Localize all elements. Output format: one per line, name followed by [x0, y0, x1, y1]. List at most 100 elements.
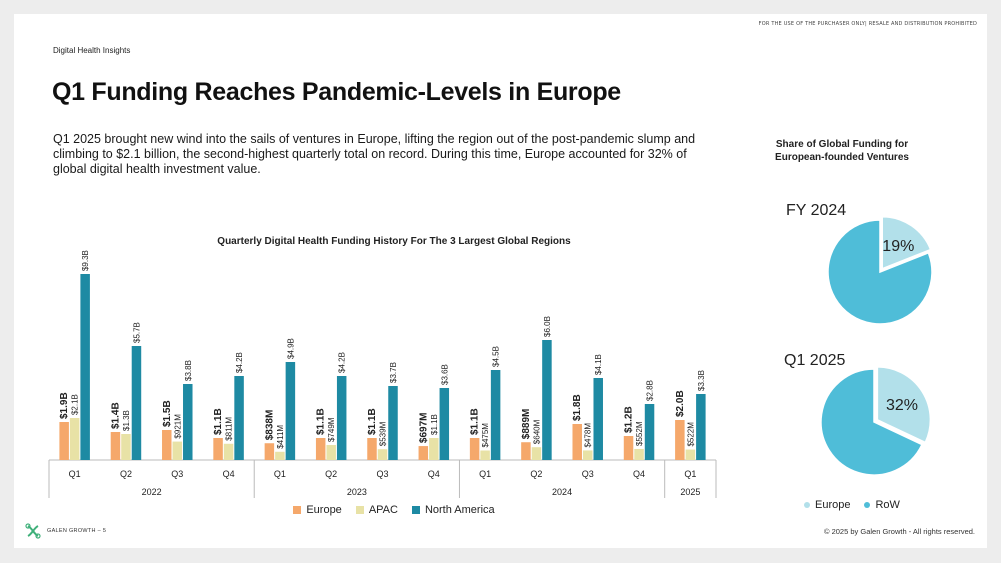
legend-swatch-apac: [355, 506, 364, 514]
data-label: $4.5B: [492, 346, 501, 367]
x-tick-label: Q4: [633, 469, 645, 479]
bar-chart-title: Quarterly Digital Health Funding History…: [217, 236, 571, 247]
x-tick-label: Q4: [428, 469, 440, 479]
legend-label-north-america: North America: [424, 504, 495, 516]
pie-legend-dot-europe: [804, 502, 810, 508]
bar-north-america: [80, 274, 90, 460]
bar-apac: [582, 450, 593, 460]
pie-legend-label-row: RoW: [875, 499, 900, 511]
data-label: $889M: [521, 409, 532, 440]
bar-apac: [480, 450, 490, 460]
pie-slice-row: [827, 219, 933, 325]
bar-apac: [326, 445, 336, 460]
pie-legend-item-row: RoW: [864, 499, 900, 511]
data-label: $4.1B: [594, 354, 603, 375]
bar-north-america: [183, 384, 193, 460]
data-label: $3.7B: [389, 362, 398, 383]
eyebrow-label: Digital Health Insights: [53, 46, 131, 55]
bar-apac: [685, 449, 696, 460]
data-label: $2.8B: [646, 380, 655, 401]
disclaimer: FOR THE USE OF THE PURCHASER ONLY| RESAL…: [758, 21, 977, 27]
year-label: 2022: [142, 487, 162, 497]
legend-swatch-north-america: [411, 506, 420, 514]
copyright: © 2025 by Galen Growth - All rights rese…: [823, 527, 975, 536]
data-label: $3.6B: [440, 364, 449, 385]
pie-legend-label-europe: Europe: [815, 499, 851, 511]
bar-apac: [275, 451, 285, 460]
x-tick-label: Q3: [582, 469, 594, 479]
bar-north-america: [593, 378, 603, 460]
data-label: $2.0B: [675, 390, 686, 417]
data-label: $749M: [327, 417, 336, 442]
x-tick-label: Q1: [274, 469, 286, 479]
bar-apac: [429, 438, 439, 460]
bar-europe: [110, 432, 121, 460]
legend-item-europe: Europe: [293, 504, 342, 516]
bar-north-america: [131, 346, 142, 460]
bar-europe: [418, 446, 429, 460]
legend-label-apac: APAC: [368, 504, 398, 516]
year-label: 2024: [552, 487, 572, 497]
bar-north-america: [542, 340, 552, 460]
data-label: $475M: [481, 423, 490, 448]
bar-apac: [634, 448, 644, 460]
bar-apac: [121, 434, 131, 460]
pie-slice-europe: [881, 215, 932, 270]
data-label: $811M: [225, 417, 234, 441]
bar-north-america: [644, 404, 655, 460]
pie-label-q12025: Q1 2025: [784, 352, 846, 369]
bar-apac: [172, 441, 183, 460]
pie-label-fy2024: FY 2024: [786, 202, 847, 219]
data-label: $1.1B: [213, 408, 224, 435]
data-label: $1.1B: [470, 408, 481, 435]
data-label: $4.2B: [338, 352, 347, 373]
data-label: $6.0B: [543, 316, 552, 337]
data-label: $9.3B: [81, 250, 90, 271]
pie-slice-europe: [876, 366, 932, 444]
data-label: $1.1B: [367, 408, 378, 435]
pie-slice-row: [820, 368, 923, 476]
pie-legend-item-europe: Europe: [804, 499, 850, 511]
bar-europe: [315, 438, 326, 460]
bar-europe: [264, 443, 275, 460]
legend-swatch-europe: [293, 506, 302, 514]
x-tick-label: Q3: [376, 469, 388, 479]
data-label: $411M: [276, 425, 285, 449]
bar-apac: [377, 449, 388, 460]
data-label: $3.8B: [184, 360, 193, 381]
bar-north-america: [388, 386, 398, 460]
footer-brand-text: GALEN GROWTH – 5: [47, 528, 107, 534]
x-tick-label: Q1: [684, 469, 696, 479]
data-label: $5.7B: [132, 322, 141, 343]
pie-slice-label: 19%: [882, 238, 914, 255]
data-label: $1.2B: [624, 406, 635, 433]
bar-europe: [162, 430, 172, 460]
bar-europe: [59, 422, 69, 460]
bar-europe: [213, 438, 223, 460]
galen-growth-logo-icon: [25, 523, 41, 539]
data-label: $522M: [686, 422, 695, 447]
year-label: 2025: [680, 487, 700, 497]
bar-north-america: [490, 370, 501, 460]
data-label: $1.5B: [162, 400, 173, 427]
data-label: $838M: [264, 410, 275, 441]
footer-brand: GALEN GROWTH – 5: [25, 523, 106, 539]
pie-charts: 19% 32%: [820, 215, 933, 476]
bar-chart-legend: Europe APAC North America: [14, 504, 774, 516]
slide: FOR THE USE OF THE PURCHASER ONLY| RESAL…: [14, 14, 987, 548]
x-tick-label: Q4: [223, 469, 235, 479]
data-label: $4.2B: [235, 352, 244, 373]
bar-north-america: [234, 376, 244, 460]
bar-europe: [623, 436, 634, 460]
data-label: $1.8B: [572, 394, 583, 421]
share-chart-title: Share of Global Funding for European-fou…: [775, 139, 909, 163]
data-label: $2.1B: [71, 394, 80, 415]
bar-north-america: [439, 388, 450, 460]
data-label: $4.9B: [286, 338, 295, 359]
bar-europe: [469, 438, 480, 460]
x-tick-label: Q2: [530, 469, 542, 479]
x-tick-label: Q2: [120, 469, 132, 479]
data-label: $1.1B: [316, 408, 327, 435]
data-label: $1.4B: [110, 402, 121, 429]
